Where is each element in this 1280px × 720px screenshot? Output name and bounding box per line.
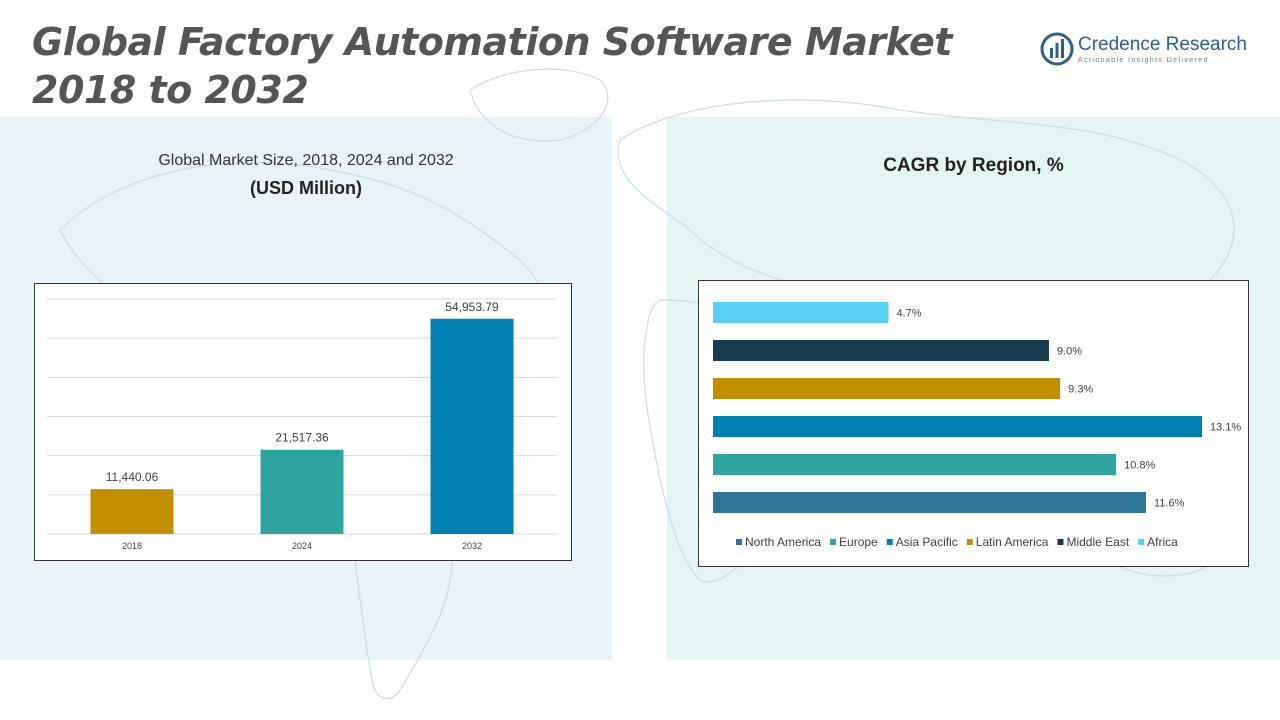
data-label: 13.1% bbox=[1210, 422, 1241, 434]
bar-africa bbox=[713, 302, 889, 323]
bar-asia-pacific bbox=[713, 416, 1202, 437]
bar-europe bbox=[713, 454, 1117, 475]
bar-2032 bbox=[430, 318, 514, 534]
data-label: 9.3% bbox=[1068, 384, 1093, 396]
cagr-chart-frame: 4.7% 9.0% 9.3% 13.1% 10.8% 11.6% North America… bbox=[698, 280, 1249, 567]
data-label: 10.8% bbox=[1124, 460, 1155, 472]
market-size-chart-frame: 11,440.06 2018 21,517.36 2024 54,953.79 2032 bbox=[34, 283, 572, 561]
market-size-bar-chart: 11,440.06 2018 21,517.36 2024 54,953.79 2032 bbox=[47, 298, 557, 551]
data-label: 4.7% bbox=[896, 308, 921, 320]
brand-tagline: Actionable Insights Delivered bbox=[1078, 57, 1209, 64]
legend-item: Asia Pacific bbox=[896, 535, 958, 549]
data-label: 9.0% bbox=[1057, 346, 1082, 358]
title-line-1: Global Factory Automation Software Marke… bbox=[32, 20, 952, 64]
bar-2024 bbox=[260, 449, 344, 534]
legend-item: Latin America bbox=[976, 535, 1049, 549]
x-tick-label: 2024 bbox=[292, 541, 312, 551]
bar-north-america bbox=[713, 492, 1147, 513]
market-size-subtitle: Global Market Size, 2018, 2024 and 2032 bbox=[158, 152, 454, 169]
bar-chart-circle-icon bbox=[1040, 32, 1074, 66]
legend-swatch bbox=[886, 539, 893, 545]
bar-latin-america bbox=[713, 378, 1061, 399]
bar-middle-east bbox=[713, 340, 1049, 361]
legend-item: Middle East bbox=[1066, 535, 1129, 549]
bar-2018 bbox=[90, 489, 174, 534]
legend-swatch bbox=[736, 539, 742, 545]
legend-item: Africa bbox=[1147, 535, 1178, 549]
legend-swatch bbox=[1138, 539, 1145, 545]
data-label: 11,440.06 bbox=[106, 470, 159, 484]
legend-item: North America bbox=[745, 535, 821, 549]
brand-logo: Credence Research Actionable Insights De… bbox=[1040, 32, 1260, 68]
cagr-bar-chart: 4.7% 9.0% 9.3% 13.1% 10.8% 11.6% North America… bbox=[713, 302, 1241, 549]
page-title: Global Factory Automation Software Marke… bbox=[32, 18, 952, 114]
legend-item: Europe bbox=[839, 535, 878, 549]
data-label: 11.6% bbox=[1154, 498, 1185, 510]
data-label: 54,953.79 bbox=[445, 300, 499, 314]
x-tick-label: 2018 bbox=[122, 541, 142, 551]
brand-name: Credence Research bbox=[1078, 34, 1247, 55]
legend-swatch bbox=[1057, 539, 1064, 545]
title-line-2: 2018 to 2032 bbox=[32, 68, 309, 112]
data-label: 21,517.36 bbox=[275, 431, 329, 445]
x-tick-label: 2032 bbox=[462, 541, 482, 551]
cagr-subtitle: CAGR by Region, % bbox=[883, 155, 1064, 176]
legend-swatch bbox=[830, 539, 837, 545]
market-size-unit: (USD Million) bbox=[250, 178, 362, 198]
legend-swatch bbox=[966, 539, 973, 545]
